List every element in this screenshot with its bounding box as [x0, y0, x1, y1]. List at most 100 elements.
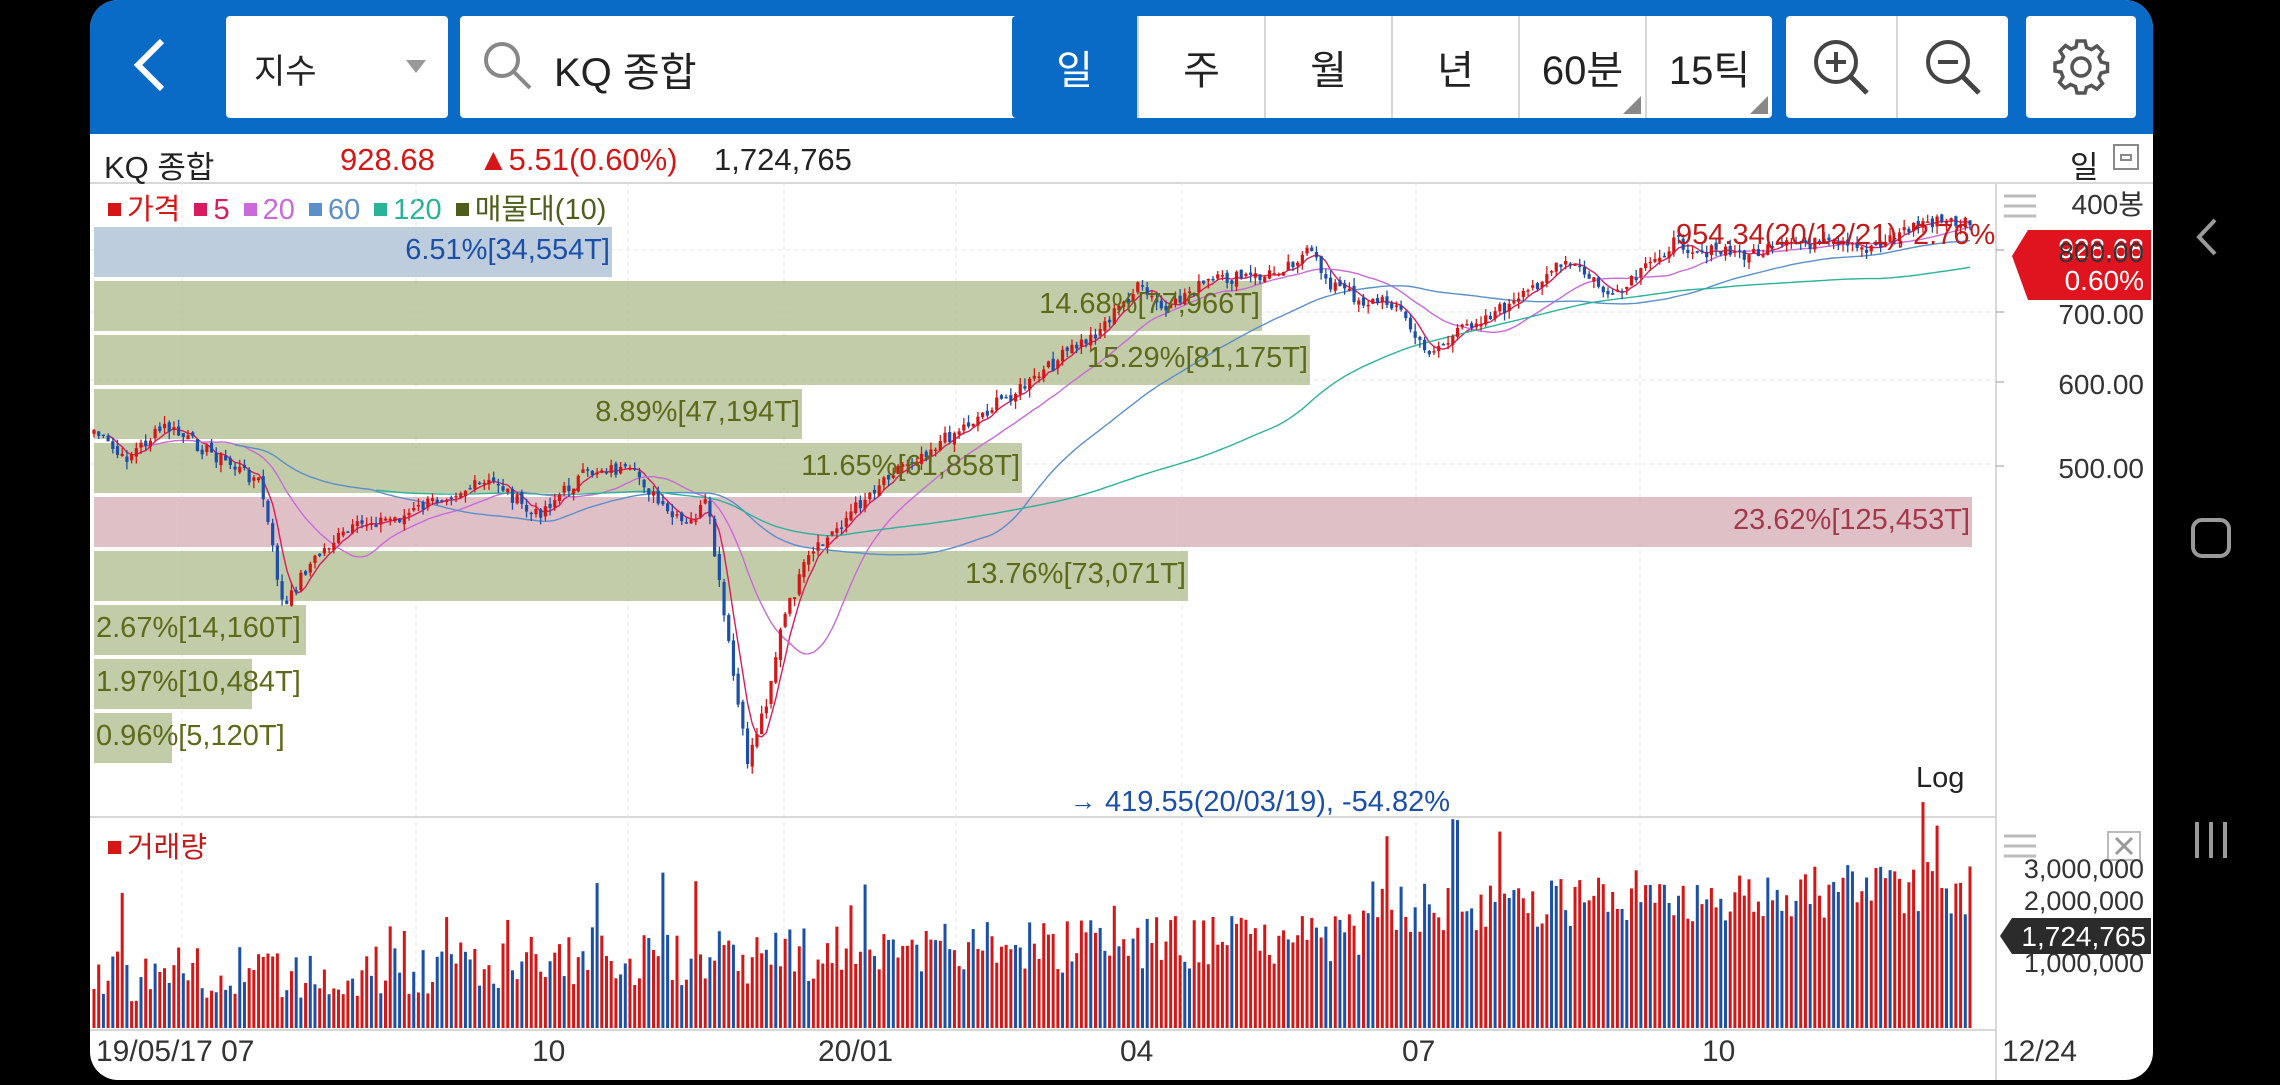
volume-bar [877, 969, 881, 1028]
candle-body [581, 469, 585, 473]
candle-body [1540, 281, 1544, 288]
candle-body [905, 464, 910, 467]
volume-bar [1940, 887, 1944, 1028]
volume-bar [666, 934, 670, 1028]
candle-body [590, 470, 594, 476]
candle-body [910, 461, 914, 464]
period-day[interactable]: 일 [1012, 16, 1139, 118]
candle-body [1183, 293, 1187, 305]
candle-body [614, 463, 618, 475]
volume-bar [952, 950, 956, 1028]
volume-bar [299, 997, 303, 1028]
expand-toggle[interactable] [2113, 144, 2139, 170]
volume-bar [1371, 881, 1375, 1028]
volume-bar [1314, 927, 1318, 1028]
period-tick[interactable]: 15틱 [1647, 16, 1772, 118]
volume-bar [1253, 928, 1257, 1028]
candle-body [633, 468, 637, 470]
close-panel-button[interactable] [2107, 831, 2141, 861]
zoom-in-button[interactable] [1786, 16, 1898, 118]
volume-bar [1023, 968, 1027, 1028]
period-minute[interactable]: 60분 [1520, 16, 1647, 118]
log-scale-label[interactable]: Log [1916, 762, 1964, 794]
candle-body [656, 490, 660, 504]
volume-bar [233, 993, 237, 1028]
volume-bar [158, 971, 162, 1028]
volume-bar [1032, 943, 1036, 1028]
volume-bar [689, 958, 693, 1028]
candle-body [966, 422, 971, 427]
nav-recents-icon[interactable] [2195, 822, 2227, 858]
zoom-out-button[interactable] [1898, 16, 2008, 118]
candle-body [1338, 280, 1342, 287]
volume-bar [1479, 894, 1483, 1028]
volume-bar [1145, 918, 1149, 1028]
period-week[interactable]: 주 [1139, 16, 1266, 118]
price-chart[interactable]: 6.51%[34,554T] 14.68%[77,966T] 15.29%[81,1… [90, 182, 2153, 1080]
volume-legend: 거래량 [102, 824, 207, 866]
candlesticks [92, 213, 1972, 774]
candle-body [1827, 237, 1831, 241]
volume-bar [388, 926, 392, 1028]
volume-bar [764, 949, 768, 1028]
candle-body [355, 521, 359, 527]
volume-profile-labels: 6.51%[34,554T] 14.68%[77,966T] 15.29%[81,1… [96, 234, 1970, 752]
volume-bar [999, 946, 1003, 1028]
volume-bar [1667, 903, 1671, 1028]
volume-axis-label: 2,000,000 [2024, 886, 2144, 916]
back-button[interactable] [120, 30, 180, 100]
period-month[interactable]: 월 [1266, 16, 1393, 118]
volume-bar [412, 971, 416, 1028]
candle-body [689, 519, 693, 524]
xaxis-label: 07 [1402, 1035, 1436, 1068]
volume-bar [868, 949, 872, 1028]
nav-home-icon[interactable] [2191, 518, 2231, 558]
volume-bar [515, 979, 519, 1028]
candle-body [1394, 305, 1398, 307]
candle-body [322, 548, 326, 554]
candle-body [97, 431, 101, 436]
candle-body [1738, 250, 1742, 252]
volume-bar [327, 994, 331, 1028]
candle-body [1958, 224, 1963, 228]
volume-title: 거래량 [127, 832, 208, 864]
candle-body [1690, 252, 1695, 254]
candle-body [1611, 293, 1615, 295]
candle-body [1084, 339, 1088, 344]
legend-swatch-ma60 [308, 203, 322, 217]
volume-bar [557, 944, 561, 1028]
volume-menu-lines-icon[interactable] [2004, 834, 2036, 858]
volume-bar [1573, 886, 1577, 1028]
period-year[interactable]: 년 [1393, 16, 1520, 118]
candle-body [134, 448, 138, 457]
candle-body [318, 553, 322, 556]
volume-bar [1488, 885, 1492, 1028]
volume-bar [1211, 916, 1215, 1028]
candle-body [1672, 237, 1676, 254]
volume-bar [722, 945, 726, 1028]
candle-body [863, 499, 867, 509]
volume-bar [778, 966, 782, 1028]
candle-body [1385, 296, 1389, 305]
candle-body [1926, 221, 1930, 223]
volume-bar [1470, 908, 1474, 1028]
bars-count[interactable]: 400봉 [2072, 189, 2144, 220]
candle-body [731, 640, 736, 676]
volume-bar [1954, 883, 1958, 1028]
volume-bar [1531, 891, 1535, 1028]
candle-body [1559, 264, 1563, 267]
symbol-search[interactable]: KQ 종합 [460, 16, 1084, 118]
index-type-select[interactable]: 지수 [226, 16, 448, 118]
volume-bar [694, 881, 698, 1028]
candle-body [1634, 277, 1638, 281]
candle-body [1455, 327, 1460, 337]
xaxis-label: 20/01 [818, 1035, 894, 1068]
candle-body [1658, 257, 1662, 262]
candle-body [1832, 241, 1836, 244]
nav-back-icon[interactable] [2196, 218, 2217, 256]
volume-bar [252, 969, 256, 1028]
settings-button[interactable] [2026, 16, 2136, 118]
system-nav-bar [2153, 0, 2280, 1080]
candle-body [891, 475, 895, 478]
menu-lines-icon[interactable] [2004, 194, 2036, 218]
